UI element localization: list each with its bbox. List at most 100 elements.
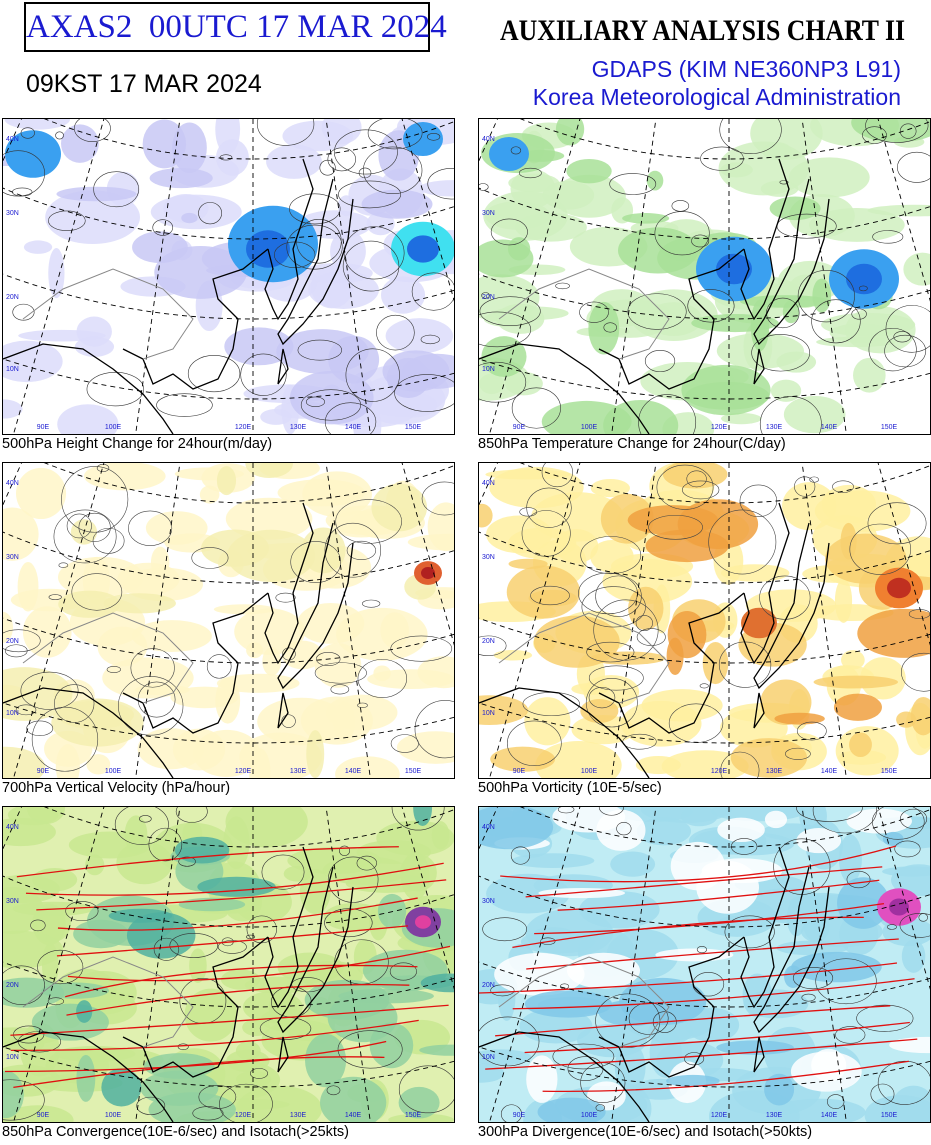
lat-label: 20N [482,982,495,989]
shaded-area [361,189,433,219]
shaded-area [590,478,630,498]
contour [93,171,140,208]
shaded-area [321,110,362,145]
coastline [753,348,765,385]
shaded-area [666,1074,720,1087]
coastline [753,178,830,346]
shaded-area [469,1049,532,1066]
lon-label: 130E [766,424,783,431]
longitude-line [871,442,931,650]
panel-caption: 500hPa Height Change for 24hour(m/day) [2,436,273,452]
shaded-area [493,649,533,661]
lon-label: 90E [37,1112,50,1119]
shaded-area [515,213,587,242]
lat-label: 30N [482,898,495,905]
lon-label: 150E [405,424,422,431]
shaded-area [174,836,230,864]
contour [884,334,927,368]
contour [71,573,123,611]
contour [851,308,867,320]
shaded-area [617,227,699,274]
shaded-area [216,466,237,496]
shaded-core [5,130,61,178]
lon-label: 130E [290,424,307,431]
contour [627,293,687,330]
contour [849,523,911,575]
contour [86,372,145,407]
shaded-area [40,982,109,999]
longitude-line [482,786,587,1145]
coastline [478,687,650,779]
shaded-area [494,952,585,996]
contour [603,322,617,333]
shaded-area [783,395,846,434]
contour [724,915,775,949]
contour [53,509,117,564]
shaded-core [489,137,529,171]
contour [785,747,811,760]
shaded-area [685,1007,740,1043]
shaded-area [840,522,857,560]
contour [326,1085,341,1096]
longitude-line [0,417,42,513]
contour [552,1043,615,1070]
contour [37,949,84,985]
shaded-area [580,699,619,724]
contour [192,1106,224,1121]
shaded-area [524,990,613,1018]
isotach [56,925,409,957]
lon-label: 130E [290,1112,307,1119]
contour [792,966,834,990]
longitude-line [607,801,658,1145]
contour [219,154,233,161]
longitude-line [4,98,111,465]
shaded-area [225,497,313,540]
contour [137,681,176,718]
contour [696,946,708,954]
contour [300,389,361,421]
shaded-area [602,558,693,604]
contour [153,937,180,961]
contour [648,514,703,540]
coastline [277,522,354,690]
shaded-area [910,696,931,736]
contour [327,856,379,903]
shaded-area [857,608,931,658]
shaded-area [140,1070,219,1106]
contour [363,146,423,194]
contour [342,240,400,292]
shaded-area [145,511,208,545]
coastline [740,158,790,321]
contour [54,684,95,723]
contour [585,678,638,728]
shaded-area [670,841,725,891]
shaded-core [407,235,439,263]
contour [48,594,62,600]
lon-label: 130E [766,1112,783,1119]
shaded-area [0,1070,24,1119]
shaded-area [15,467,67,520]
contour [31,706,99,772]
shaded-area [184,988,238,1042]
shaded-area [520,930,596,954]
shaded-area [812,278,832,313]
contour [827,1094,845,1109]
longitude-line [871,98,931,306]
shaded-area [220,969,261,990]
shaded-area [834,579,853,623]
shaded-core [846,263,882,295]
lon-label: 100E [105,1112,122,1119]
isotach [526,938,899,970]
shaded-area [189,948,207,983]
contour [65,901,99,921]
contour [644,350,676,373]
shaded-area [769,196,821,221]
lon-label: 120E [711,1112,728,1119]
shaded-area [471,239,534,278]
shaded-core [887,577,911,599]
isotach [65,964,418,998]
contour [357,702,368,708]
contour [356,855,377,871]
shaded-area [510,169,556,209]
lon-label: 150E [881,768,898,775]
